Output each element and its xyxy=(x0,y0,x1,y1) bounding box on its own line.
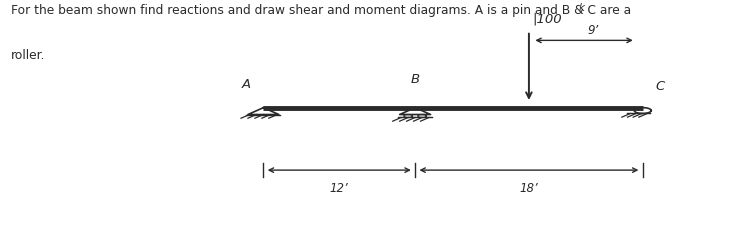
Text: C: C xyxy=(656,80,664,93)
Text: B: B xyxy=(410,73,420,86)
Text: |100: |100 xyxy=(532,13,562,26)
Text: k: k xyxy=(579,3,585,13)
Text: A: A xyxy=(242,78,250,91)
Text: 18’: 18’ xyxy=(520,182,538,195)
Text: 9’: 9’ xyxy=(587,24,598,37)
Text: roller.: roller. xyxy=(10,49,45,62)
Text: 12’: 12’ xyxy=(330,182,349,195)
Text: For the beam shown find reactions and draw shear and moment diagrams. A is a pin: For the beam shown find reactions and dr… xyxy=(10,4,631,17)
